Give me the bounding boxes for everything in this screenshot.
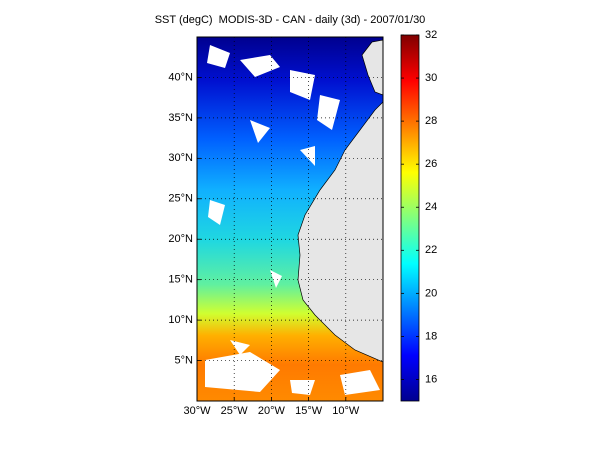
colorbar (400, 34, 420, 402)
y-tick-label: 35°N (168, 112, 193, 124)
colorbar-tick-label: 30 (425, 72, 437, 84)
colorbar-tick-label: 18 (425, 330, 437, 342)
y-tick-label: 25°N (168, 193, 193, 205)
cloud-patch (205, 45, 380, 395)
colorbar-tick-label: 28 (425, 115, 437, 127)
colorbar-tick-label: 22 (425, 244, 437, 256)
y-tick-label: 5°N (175, 354, 194, 366)
y-tick-label: 10°N (168, 314, 193, 326)
cloud-gaps (205, 45, 380, 395)
colorbar-tick-label: 24 (425, 201, 437, 213)
colorbar-tick-label: 26 (425, 158, 437, 170)
map-body (196, 36, 384, 402)
x-tick-label: 15°W (295, 405, 323, 417)
colorbar-tick-label: 20 (425, 287, 437, 299)
map-frame (196, 36, 384, 402)
colorbar-tick-label: 32 (425, 29, 437, 41)
y-tick-label: 20°N (168, 233, 193, 245)
y-tick-label: 40°N (168, 71, 193, 83)
x-tick-label: 25°W (221, 405, 249, 417)
x-tick-label: 20°W (258, 405, 286, 417)
land-africa (297, 101, 384, 363)
colorbar-tick-label: 16 (425, 373, 437, 385)
map-title: SST (degC) MODIS-3D - CAN - daily (3d) -… (155, 14, 426, 26)
x-tick-label: 10°W (332, 405, 360, 417)
y-tick-label: 30°N (168, 152, 193, 164)
x-tick-label: 30°W (183, 405, 211, 417)
y-tick-label: 15°N (168, 274, 193, 286)
